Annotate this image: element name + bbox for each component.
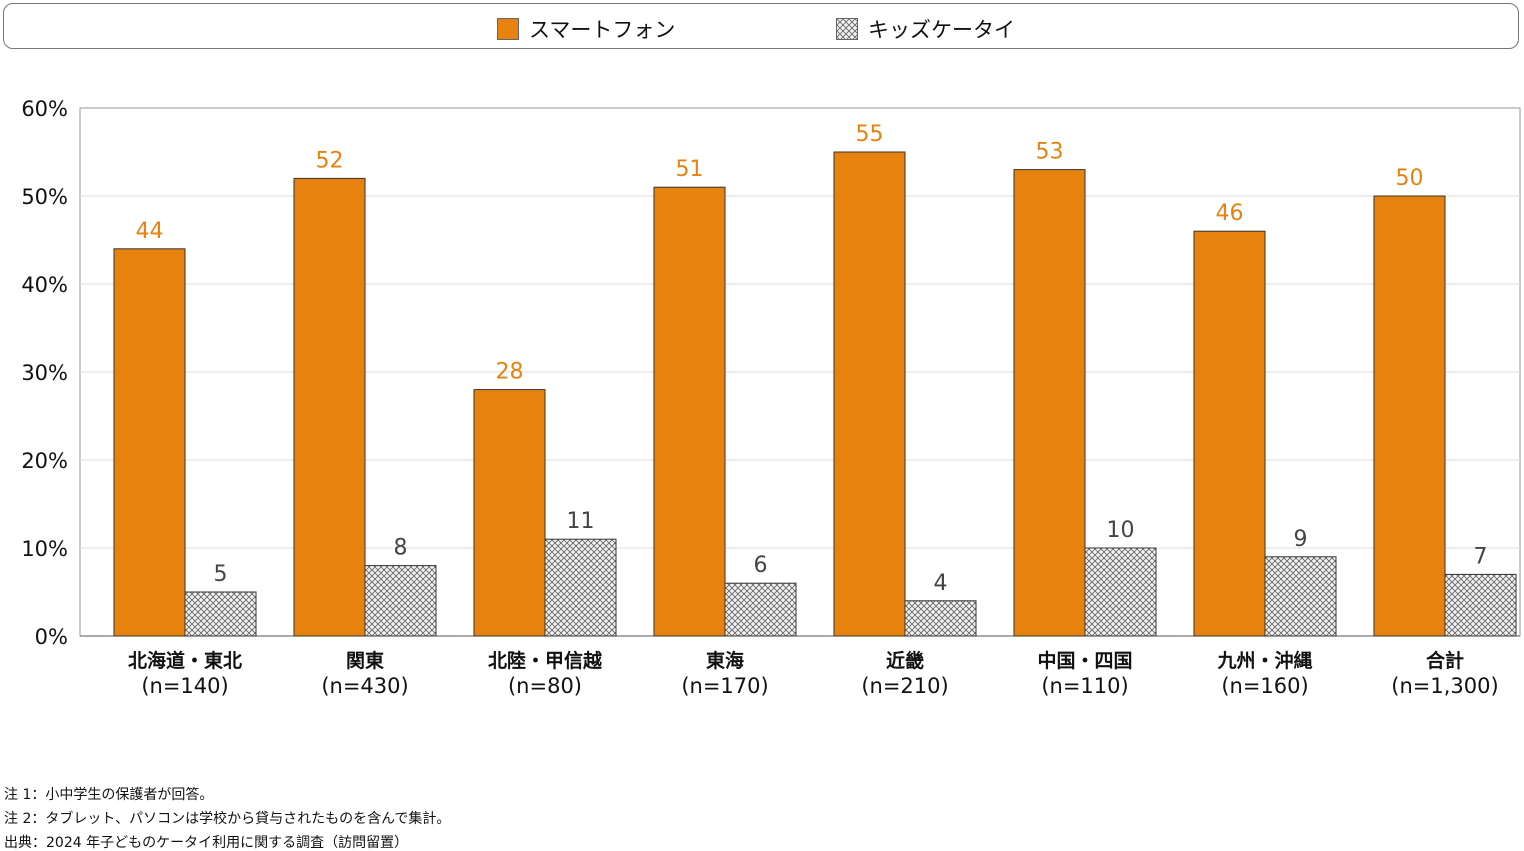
data-label: 5	[214, 562, 228, 587]
x-tick-sample-size: (n=140)	[141, 674, 228, 698]
note-2: 注 2：タブレット、パソコンは学校から貸与されたものを含んで集計。	[4, 811, 451, 827]
data-label: 28	[496, 360, 524, 385]
bar-smartphone	[833, 151, 906, 637]
legend-swatch-orange	[497, 18, 519, 40]
data-label: 44	[136, 219, 164, 244]
bar-kids-phone	[184, 591, 257, 637]
x-tick-label: 関東	[346, 649, 384, 672]
bar-kids-phone	[1264, 556, 1337, 637]
y-tick-label: 40%	[21, 273, 68, 297]
y-tick-label: 10%	[21, 537, 68, 561]
x-tick-label: 東海	[706, 649, 744, 672]
bar-smartphone	[473, 389, 546, 637]
data-label: 46	[1216, 201, 1244, 226]
source: 出典：2024 年子どものケータイ利用に関する調査（訪問留置）	[4, 835, 409, 851]
x-tick-sample-size: (n=110)	[1041, 674, 1128, 698]
data-label: 4	[934, 571, 948, 596]
legend-label: キッズケータイ	[868, 18, 1015, 42]
data-label: 6	[754, 553, 768, 578]
bar-smartphone	[653, 186, 726, 637]
x-tick-sample-size: (n=80)	[508, 674, 582, 698]
data-label: 7	[1474, 544, 1488, 569]
bar-kids-phone	[1084, 547, 1157, 637]
legend-swatch-hatched	[836, 18, 858, 40]
x-tick-label: 九州・沖縄	[1216, 649, 1312, 672]
data-label: 52	[316, 148, 344, 173]
data-label: 8	[394, 536, 408, 561]
x-tick-sample-size: (n=210)	[861, 674, 948, 698]
x-tick-sample-size: (n=170)	[681, 674, 768, 698]
y-tick-label: 20%	[21, 449, 68, 473]
x-tick-sample-size: (n=1,300)	[1391, 674, 1498, 698]
x-tick-sample-size: (n=430)	[321, 674, 408, 698]
note-1: 注 1：小中学生の保護者が回答。	[4, 787, 214, 803]
bar-smartphone	[1373, 195, 1446, 637]
x-tick-label: 中国・四国	[1037, 649, 1132, 672]
bar-kids-phone	[364, 565, 437, 637]
data-label: 10	[1107, 518, 1135, 543]
x-tick-sample-size: (n=160)	[1221, 674, 1308, 698]
bar-chart: 0% 10% 20% 30% 40% 50% 60% 44 5 北海道・東北(n=140) 52 8 関…	[21, 97, 1521, 698]
legend-item-kids-phone: キッズケータイ	[836, 14, 1015, 44]
bar-kids-phone	[904, 600, 977, 637]
data-label: 53	[1036, 140, 1064, 165]
data-label: 11	[567, 509, 595, 534]
footnotes: 注 1：小中学生の保護者が回答。 注 2：タブレット、パソコンは学校から貸与され…	[4, 783, 450, 851]
bar-smartphone	[1193, 230, 1266, 637]
legend: スマートフォン キッズケータイ	[3, 3, 1519, 49]
data-label: 50	[1396, 166, 1424, 191]
bar-kids-phone	[1444, 573, 1517, 637]
y-tick-label: 0%	[35, 625, 68, 649]
bar-smartphone	[1013, 169, 1086, 637]
bar-kids-phone	[544, 538, 617, 637]
x-tick-label: 北陸・甲信越	[488, 649, 603, 672]
y-tick-label: 50%	[21, 185, 68, 209]
y-tick-label: 30%	[21, 361, 68, 385]
bar-smartphone	[293, 177, 366, 637]
x-tick-label: 近畿	[886, 649, 924, 672]
bar-kids-phone	[724, 582, 797, 637]
x-tick-label: 北海道・東北	[128, 649, 242, 672]
legend-label: スマートフォン	[529, 18, 676, 42]
legend-item-smartphone: スマートフォン	[497, 14, 675, 44]
y-tick-label: 60%	[21, 97, 68, 121]
bar-smartphone	[113, 248, 186, 637]
data-label: 9	[1294, 527, 1308, 552]
data-label: 51	[676, 157, 704, 182]
data-label: 55	[856, 122, 884, 147]
x-tick-label: 合計	[1426, 649, 1464, 672]
